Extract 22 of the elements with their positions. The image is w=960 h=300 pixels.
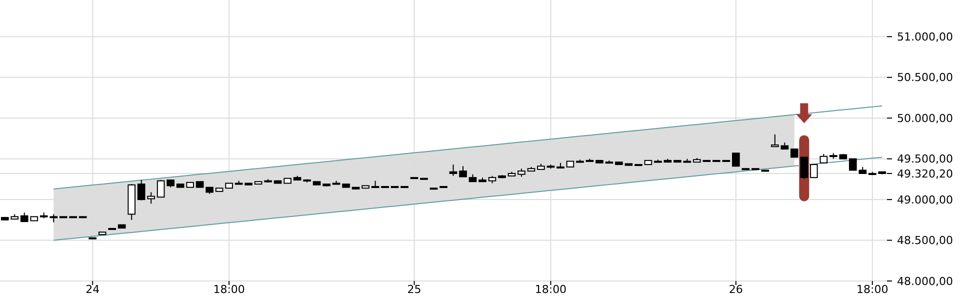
y-tick-label: 51.000,00 <box>897 30 953 44</box>
x-tick-label: 18:00 <box>534 283 567 296</box>
y-tick-label: 49.500,00 <box>897 152 953 166</box>
x-tick-label: 25 <box>407 283 422 296</box>
y-tick-label: 49.000,00 <box>897 193 953 206</box>
y-tick-label: 50.000,00 <box>897 112 953 125</box>
line-series <box>53 156 883 241</box>
x-tick-label: 18:00 <box>213 283 245 296</box>
y-tick-label: 49.320,20 <box>897 167 953 180</box>
candlestick <box>810 164 818 178</box>
y-tick-label: 48.500,00 <box>897 234 953 248</box>
candlestick <box>459 166 467 178</box>
candlestick <box>156 180 165 198</box>
x-tick-label: 18:00 <box>856 283 888 296</box>
candlestick <box>147 192 155 204</box>
y-tick-label: 50.500,00 <box>897 71 953 84</box>
candlestick <box>137 180 146 201</box>
candlestick <box>732 152 740 167</box>
candlestick <box>449 164 458 176</box>
x-tick-label: 26 <box>728 283 743 296</box>
y-tick-label: 48.000,00 <box>897 274 953 288</box>
x-tick-label: 24 <box>86 283 100 296</box>
